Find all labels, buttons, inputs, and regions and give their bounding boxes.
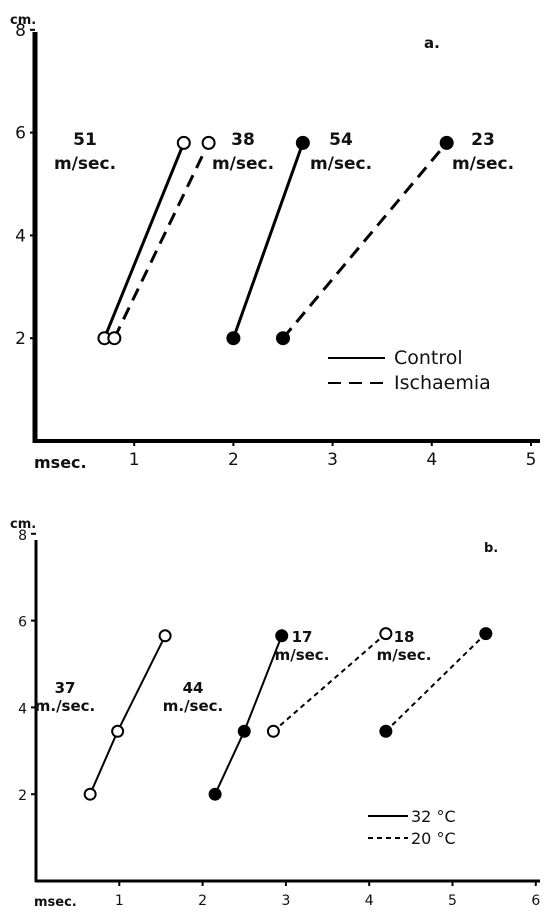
panel-a-series-2-rate-label: 38 m/sec.	[212, 130, 274, 174]
panel-b-y-tick-label-6: 6	[18, 615, 27, 631]
panel-a-series-4-rate-label: 23 m/sec.	[452, 130, 514, 174]
panel-a-y-tick-label-6: 6	[15, 124, 26, 144]
panel-a-series-2-point-1	[107, 331, 122, 346]
panel-b-legend-label-1: 32 °C	[411, 807, 456, 826]
panel-a-series-1-rate-label-line-2: m/sec.	[54, 154, 116, 174]
panel-b-series-1-rate-label-line-1: 37	[55, 679, 76, 697]
panel-b-series-2-rate-label-line-1: 44	[183, 679, 204, 697]
panel-b-x-unit: msec.	[34, 895, 77, 910]
panel-a-y-tick-label-2: 2	[15, 329, 26, 349]
panel-b-series-1-line	[89, 635, 167, 795]
panel-b-series-1-rate-label: 37 m./sec.	[35, 679, 96, 715]
panel-b-series-2-line	[214, 635, 283, 795]
panel-b-y-tick-label-2: 2	[18, 788, 27, 804]
panel-a-series-1-rate-label: 51 m/sec.	[54, 130, 116, 174]
panel-a-series-1-point-2	[176, 135, 191, 150]
panel-a-y-tick-label-4: 4	[15, 226, 26, 246]
panel-a-x-tick-label-1: 1	[129, 450, 140, 470]
panel-a-legend-label-2: Ischaemia	[394, 372, 491, 394]
panel-b-y-tick-label-8: 8	[18, 528, 27, 544]
panel-a-series-3-rate-label: 54 m/sec.	[310, 130, 372, 174]
panel-b-x-tick-label-3: 3	[281, 893, 290, 909]
panel-a-label: a.	[424, 34, 440, 52]
panel-b-series-2-point-1	[208, 787, 222, 801]
panel-a-series-3-rate-label-line-1: 54	[329, 130, 353, 150]
panel-a-legend: Control Ischaemia	[328, 347, 491, 394]
panel-b-series-4-rate-label-line-2: m/sec.	[377, 646, 432, 664]
panel-a-series-2-point-2	[201, 135, 216, 150]
panel-a-series-4-rate-label-line-2: m/sec.	[452, 154, 514, 174]
panel-b-series-2-point-3	[275, 629, 289, 643]
panel-a-x-tick-label-3: 3	[327, 450, 338, 470]
panel-a-series-2-rate-label-line-1: 38	[231, 130, 255, 150]
panel-b-series-2-point-2	[237, 724, 251, 738]
panel-a-y-tick-label-8: 8	[15, 21, 26, 41]
panel-b-series-4-point-1	[379, 724, 393, 738]
panel-b-series-3-rate-label-line-2: m/sec.	[275, 646, 330, 664]
panel-b-legend: 32 °C 20 °C	[368, 807, 456, 848]
panel-b-series-4-rate-label-line-1: 18	[394, 628, 415, 646]
panel-b-series-1: 37 m./sec.	[35, 629, 172, 801]
panel-a-x-tick-label-5: 5	[526, 450, 537, 470]
panel-a-series-4-point-1	[276, 331, 290, 346]
panel-a-y-unit: cm.	[10, 13, 36, 28]
panel-a-series-4-rate-label-line-1: 23	[471, 130, 495, 150]
panel-b-series-4: 18 m/sec.	[377, 627, 493, 738]
panel-a-series-4: 23 m/sec.	[276, 130, 514, 346]
panel-b-series-1-point-2	[111, 724, 125, 738]
panel-a-series-1-rate-label-line-1: 51	[73, 130, 97, 150]
panel-b-series-4-point-2	[479, 627, 493, 641]
panel-b-label: b.	[484, 541, 498, 556]
panel-a-series-1-line	[103, 142, 186, 339]
panel-b-series-2: 44 m./sec.	[163, 629, 289, 801]
panel-b-series-4-rate-label: 18 m/sec.	[377, 628, 432, 664]
panel-a-x-tick-label-4: 4	[426, 450, 437, 470]
panel-a-series-3-rate-label-line-2: m/sec.	[310, 154, 372, 174]
panel-a-legend-label-1: Control	[394, 347, 463, 369]
panel-a-series-1: 51 m/sec.	[54, 130, 191, 346]
panel-b-series-1-rate-label-line-2: m./sec.	[35, 697, 96, 715]
panel-a-series-3-line	[231, 142, 305, 339]
panel-a-series-3-point-2	[295, 135, 310, 150]
panel-a-x-tick-label-2: 2	[228, 450, 239, 470]
panel-b-legend-label-2: 20 °C	[411, 829, 456, 848]
panel-b-series-3-line	[272, 632, 387, 733]
panel-b-series-3-rate-label-line-1: 17	[292, 628, 313, 646]
panel-a-x-unit: msec.	[34, 453, 87, 472]
panel-a-series-2-rate-label-line-2: m/sec.	[212, 154, 274, 174]
panel-b-series-3-rate-label: 17 m/sec.	[275, 628, 330, 664]
panel-b-series-1-point-3	[158, 629, 172, 643]
panel-b-x-tick-label-1: 1	[115, 893, 124, 909]
panel-a-series-2: 38 m/sec.	[107, 130, 274, 346]
panel-b-ticks: 2 4 6 8 1 2 3 4 5 6	[18, 528, 540, 909]
panel-b-x-tick-label-4: 4	[365, 893, 374, 909]
panel-b-series-1-point-1	[83, 787, 97, 801]
panel-a-series-4-point-2	[439, 135, 454, 150]
panel-b-y-tick-label-4: 4	[18, 701, 27, 717]
panel-a-series-3-point-1	[226, 331, 241, 346]
panel-b-series-2-rate-label-line-2: m./sec.	[163, 697, 224, 715]
panel-b-series: 37 m./sec.44 m./sec.17 m/sec.18 m/sec.	[35, 627, 493, 801]
panel-b-series-2-rate-label: 44 m./sec.	[163, 679, 224, 715]
panel-b-x-tick-label-2: 2	[198, 893, 207, 909]
panel-b-x-tick-label-5: 5	[448, 893, 457, 909]
panel-b-series-3-point-2	[379, 627, 393, 641]
panel-a-series: 51 m/sec. 38 m/sec. 54 m/sec. 23 m/sec.	[54, 130, 514, 346]
panel-a-series-2-line	[113, 142, 210, 339]
panel-b-x-tick-label-6: 6	[531, 893, 540, 909]
panel-a-series-3: 54 m/sec.	[226, 130, 372, 346]
panel-b-series-3: 17 m/sec.	[266, 627, 393, 738]
panel-b-y-unit: cm.	[10, 517, 36, 532]
panel-b-series-3-point-1	[266, 724, 280, 738]
panel-a-series-4-line	[281, 141, 448, 340]
